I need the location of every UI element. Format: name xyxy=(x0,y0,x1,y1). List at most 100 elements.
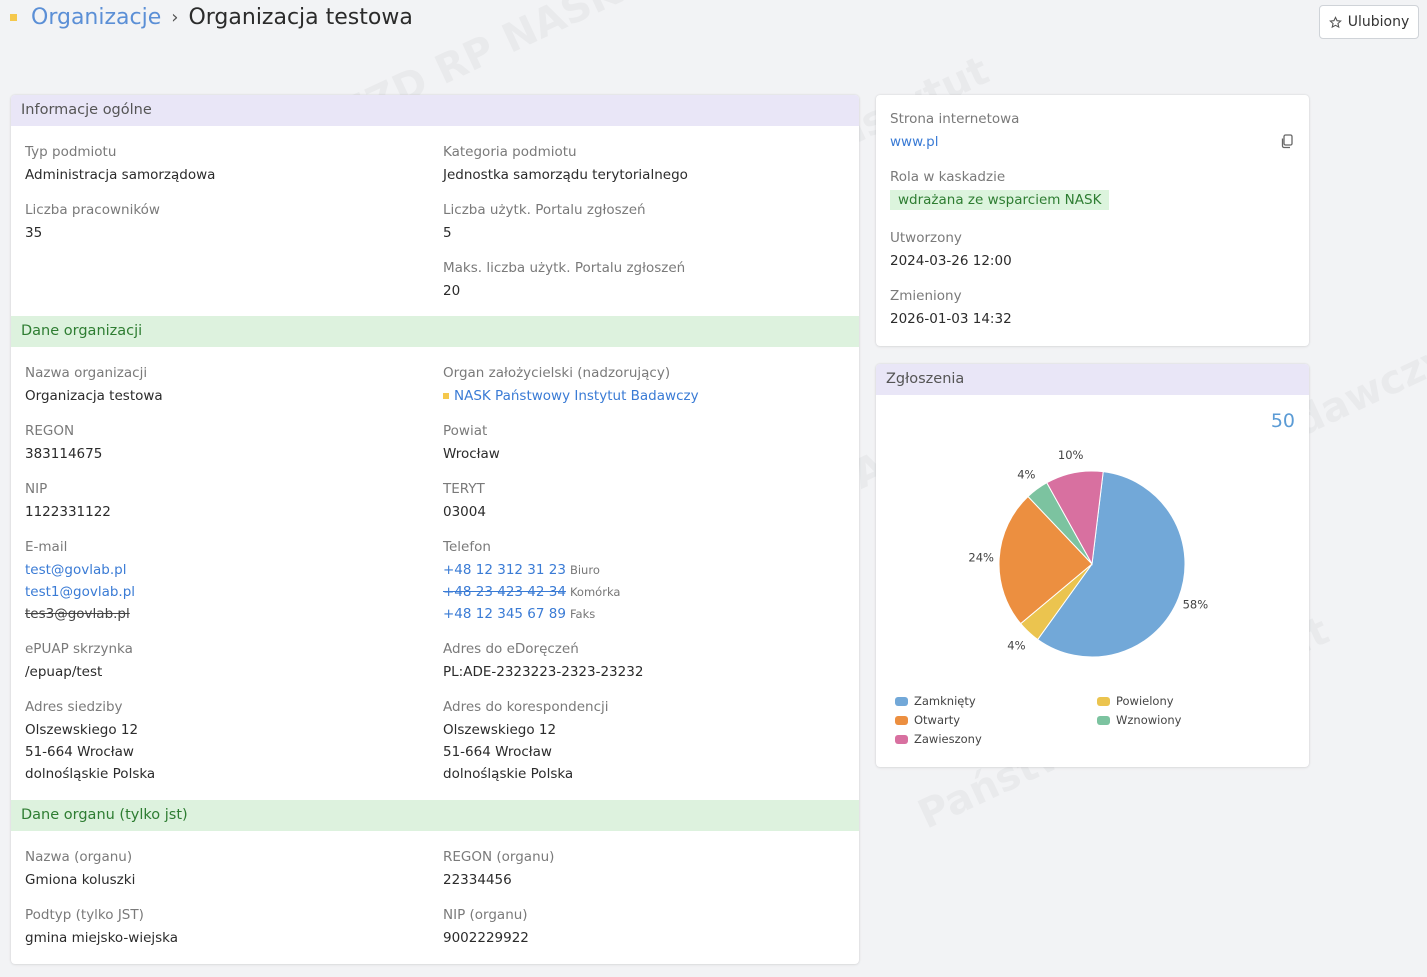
legend-swatch xyxy=(895,734,908,744)
entity-type-field: Typ podmiotu Administracja samorządowa xyxy=(25,140,215,186)
org-name-label: Nazwa organizacji xyxy=(25,365,148,381)
regon-value: 383114675 xyxy=(25,446,103,462)
edoreczenia-label: Adres do eDoręczeń xyxy=(443,641,579,657)
legend-swatch xyxy=(1097,715,1110,725)
org-data-section: Nazwa organizacji Organizacja testowa Or… xyxy=(11,347,859,800)
organ-regon-label: REGON (organu) xyxy=(443,849,555,865)
phone-link[interactable]: +48 23 423 42 34 xyxy=(443,584,566,600)
pie-data-label: 58% xyxy=(1183,597,1209,611)
breadcrumb-marker-icon xyxy=(10,13,17,21)
side-info-card: Strona internetowa www.pl Rola w kaskadz… xyxy=(876,95,1309,346)
nip-label: NIP xyxy=(25,481,48,497)
legend-label: Zawieszony xyxy=(914,732,982,746)
org-name-field: Nazwa organizacji Organizacja testowa xyxy=(25,361,163,407)
phone-type: Biuro xyxy=(569,563,600,577)
teryt-value: 03004 xyxy=(443,504,486,520)
breadcrumb-organizations-link[interactable]: Organizacje xyxy=(31,4,162,30)
cascade-role-badge: wdrażana ze wsparciem NASK xyxy=(890,190,1110,210)
founder-marker-icon xyxy=(443,393,449,399)
entity-type-value: Administracja samorządowa xyxy=(25,167,216,183)
general-info-header: Informacje ogólne xyxy=(11,95,859,126)
hq-address-field: Adres siedziby Olszewskiego 12 51-664 Wr… xyxy=(25,695,155,785)
created-field: Utworzony 2024-03-26 12:00 xyxy=(890,226,1012,272)
edoreczenia-field: Adres do eDoręczeń PL:ADE-2323223-2323-2… xyxy=(443,637,643,683)
tickets-pie-chart: 58% 4% 24% 4% 10% xyxy=(968,448,1209,658)
county-label: Powiat xyxy=(443,423,488,439)
corr-address-line: Olszewskiego 12 xyxy=(443,722,557,738)
created-value: 2024-03-26 12:00 xyxy=(890,253,1012,269)
employee-count-field: Liczba pracowników 35 xyxy=(25,198,160,244)
org-name-value: Organizacja testowa xyxy=(25,388,163,404)
corr-address-label: Adres do korespondencji xyxy=(443,699,609,715)
legend-swatch xyxy=(895,696,908,706)
regon-label: REGON xyxy=(25,423,75,439)
nip-field: NIP 1122331122 xyxy=(25,477,111,523)
phone-field: Telefon +48 12 312 31 23 Biuro +48 23 423… xyxy=(443,535,620,625)
website-link[interactable]: www.pl xyxy=(890,134,939,150)
phone-row: +48 12 312 31 23 Biuro xyxy=(443,559,620,581)
hq-address-line: 51-664 Wrocław xyxy=(25,744,134,760)
legend-item-zawieszony[interactable]: Zawieszony xyxy=(895,732,982,746)
modified-value: 2026-01-03 14:32 xyxy=(890,311,1012,327)
organ-name-value: Gmiona koluszki xyxy=(25,872,136,888)
legend-item-wznowiony[interactable]: Wznowiony xyxy=(1097,713,1181,727)
max-portal-users-value: 20 xyxy=(443,283,461,299)
entity-type-label: Typ podmiotu xyxy=(25,144,117,160)
teryt-field: TERYT 03004 xyxy=(443,477,486,523)
organ-regon-field: REGON (organu) 22334456 xyxy=(443,845,554,891)
organ-subtype-field: Podtyp (tylko JST) gmina miejsko-wiejska xyxy=(25,903,178,949)
tickets-legend: Zamknięty Powielony Otwarty Wznowiony Zawies… xyxy=(876,694,1309,754)
email-link[interactable]: test1@govlab.pl xyxy=(25,584,136,600)
nip-value: 1122331122 xyxy=(25,504,111,520)
portal-users-value: 5 xyxy=(443,225,452,241)
tickets-total-count[interactable]: 50 xyxy=(1270,410,1295,432)
website-field: Strona internetowa www.pl xyxy=(890,107,1019,153)
pie-slice-zawieszony[interactable] xyxy=(1046,470,1104,566)
pie-slice-zamknięty[interactable] xyxy=(1037,471,1186,658)
founder-field: Organ założycielski (nadzorujący) NASK P… xyxy=(443,361,699,407)
legend-item-powielony[interactable]: Powielony xyxy=(1097,694,1174,708)
phone-link[interactable]: +48 12 312 31 23 xyxy=(443,562,566,578)
modified-field: Zmieniony 2026-01-03 14:32 xyxy=(890,284,1012,330)
page-title: Organizacja testowa xyxy=(188,4,413,30)
tickets-header: Zgłoszenia xyxy=(876,364,1309,395)
phone-row: +48 12 345 67 89 Faks xyxy=(443,603,620,625)
favorite-button[interactable]: Ulubiony xyxy=(1319,5,1419,39)
cascade-role-label: Rola w kaskadzie xyxy=(890,169,1006,185)
org-data-header: Dane organizacji xyxy=(11,316,859,347)
favorite-button-label: Ulubiony xyxy=(1347,14,1410,30)
organization-details-card: Informacje ogólne Typ podmiotu Administr… xyxy=(11,95,859,964)
entity-category-value: Jednostka samorządu terytorialnego xyxy=(443,167,688,183)
created-label: Utworzony xyxy=(890,230,962,246)
organ-data-section: Nazwa (organu) Gmiona koluszki REGON (or… xyxy=(11,831,859,964)
legend-swatch xyxy=(1097,696,1110,706)
organ-name-label: Nazwa (organu) xyxy=(25,849,133,865)
epuap-field: ePUAP skrzynka /epuap/test xyxy=(25,637,133,683)
max-portal-users-field: Maks. liczba użytk. Portalu zgłoszeń 20 xyxy=(443,256,685,302)
email-field: E-mail test@govlab.pl test1@govlab.pl te… xyxy=(25,535,135,625)
email-link[interactable]: test@govlab.pl xyxy=(25,562,127,578)
legend-label: Otwarty xyxy=(914,713,961,727)
legend-label: Wznowiony xyxy=(1116,713,1182,727)
pie-data-label: 24% xyxy=(968,551,994,565)
employee-count-label: Liczba pracowników xyxy=(25,202,160,218)
phone-type: Komórka xyxy=(569,585,621,599)
legend-label: Powielony xyxy=(1116,694,1174,708)
legend-item-zamknięty[interactable]: Zamknięty xyxy=(895,694,976,708)
max-portal-users-label: Maks. liczba użytk. Portalu zgłoszeń xyxy=(443,260,686,276)
organ-regon-value: 22334456 xyxy=(443,872,512,888)
founder-value: NASK Państwowy Instytut Badawczy xyxy=(443,385,699,407)
legend-item-otwarty[interactable]: Otwarty xyxy=(895,713,960,727)
organ-nip-field: NIP (organu) 9002229922 xyxy=(443,903,529,949)
email-inactive: tes3@govlab.pl xyxy=(25,606,130,622)
pie-data-label: 10% xyxy=(1058,448,1084,462)
phone-link[interactable]: +48 12 345 67 89 xyxy=(443,606,566,622)
hq-address-label: Adres siedziby xyxy=(25,699,123,715)
portal-users-label: Liczba użytk. Portalu zgłoszeń xyxy=(443,202,646,218)
hq-address-line: Olszewskiego 12 xyxy=(25,722,139,738)
organ-subtype-label: Podtyp (tylko JST) xyxy=(25,907,144,923)
founder-link[interactable]: NASK Państwowy Instytut Badawczy xyxy=(454,388,699,404)
website-label: Strona internetowa xyxy=(890,111,1020,127)
copy-icon[interactable] xyxy=(1279,133,1295,149)
pie-slice-otwarty[interactable] xyxy=(998,495,1093,625)
